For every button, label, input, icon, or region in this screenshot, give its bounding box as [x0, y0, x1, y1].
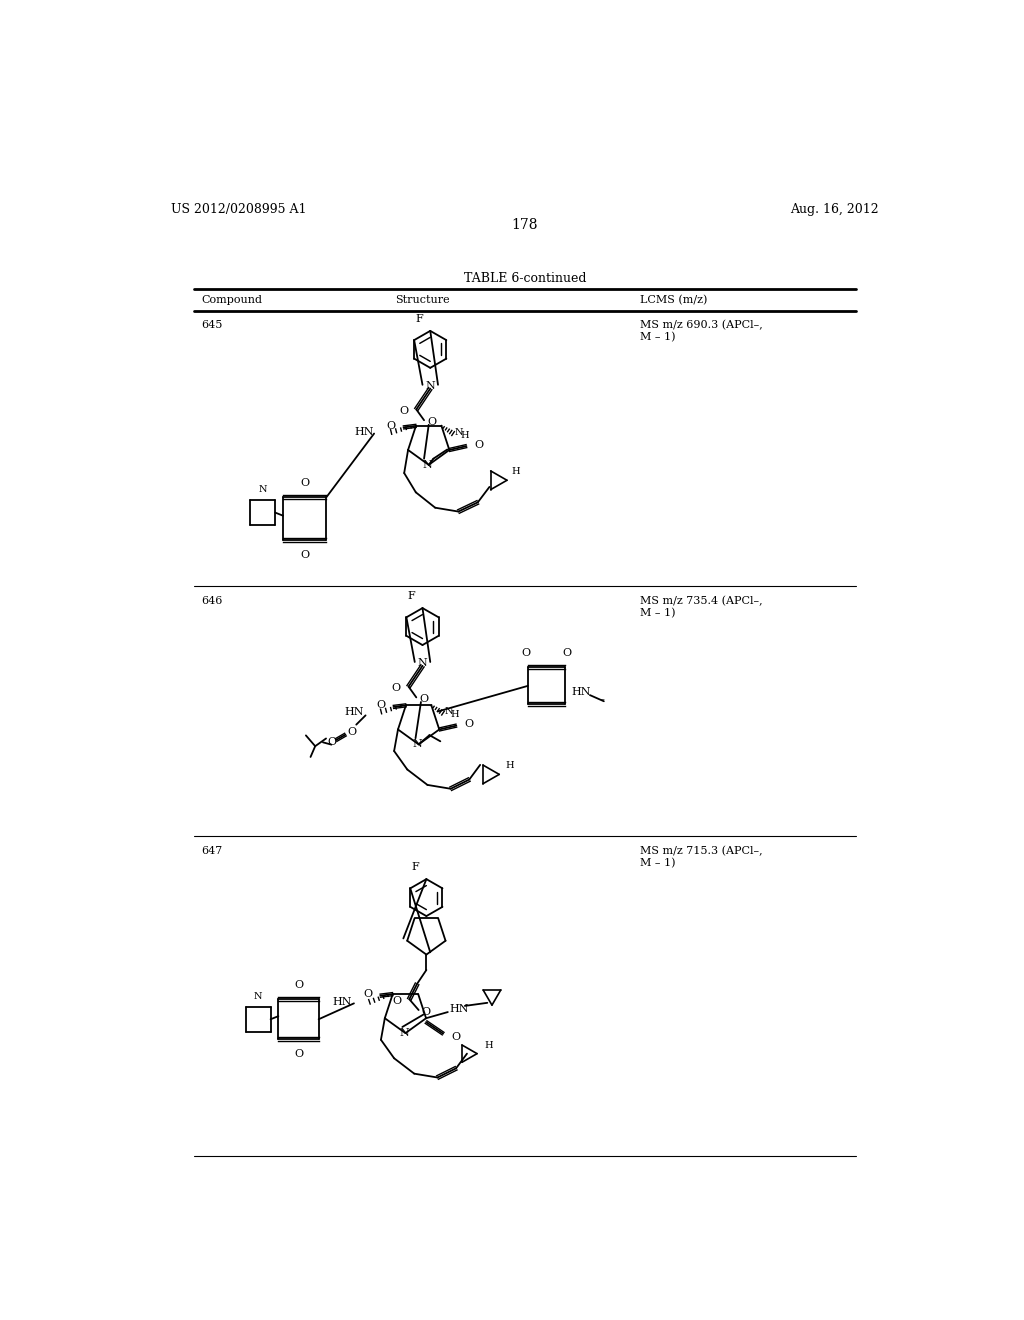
Text: N: N: [418, 657, 427, 668]
Text: 647: 647: [202, 846, 223, 855]
Text: O: O: [474, 440, 483, 450]
Text: O: O: [422, 1007, 431, 1016]
Text: O: O: [464, 719, 473, 729]
Text: F: F: [416, 314, 423, 323]
Text: 646: 646: [202, 595, 223, 606]
Text: US 2012/0208995 A1: US 2012/0208995 A1: [171, 203, 306, 216]
Text: Compound: Compound: [202, 294, 262, 305]
Text: N: N: [399, 1028, 409, 1038]
Text: N: N: [455, 428, 463, 437]
Text: H: H: [461, 430, 469, 440]
Text: O: O: [377, 701, 386, 710]
Text: O: O: [347, 727, 356, 738]
Text: O: O: [300, 549, 309, 560]
Text: MS m/z 690.3 (APCl–,
M – 1): MS m/z 690.3 (APCl–, M – 1): [640, 321, 762, 342]
Text: HN: HN: [450, 1005, 469, 1014]
Text: O: O: [300, 478, 309, 488]
Text: MS m/z 735.4 (APCl–,
M – 1): MS m/z 735.4 (APCl–, M – 1): [640, 595, 762, 618]
Text: O: O: [294, 979, 303, 990]
Text: O: O: [387, 421, 396, 430]
Text: F: F: [408, 591, 416, 601]
Text: O: O: [563, 648, 572, 659]
Text: –: –: [600, 696, 605, 704]
Text: O: O: [399, 407, 409, 416]
Text: TABLE 6-continued: TABLE 6-continued: [464, 272, 586, 285]
Text: HN: HN: [354, 426, 374, 437]
Text: H: H: [451, 710, 460, 719]
Text: N: N: [444, 708, 453, 715]
Text: N: N: [254, 991, 262, 1001]
Text: O: O: [364, 989, 373, 999]
Text: O: O: [392, 995, 401, 1006]
Text: O: O: [294, 1048, 303, 1059]
Text: H: H: [512, 466, 520, 475]
Text: O: O: [420, 694, 428, 704]
Text: O: O: [327, 737, 336, 747]
Text: H: H: [484, 1041, 493, 1051]
Text: N: N: [259, 486, 267, 494]
Text: HN: HN: [344, 706, 364, 717]
Text: N: N: [413, 739, 422, 750]
Text: O: O: [521, 648, 530, 659]
Text: 645: 645: [202, 321, 223, 330]
Text: O: O: [427, 417, 436, 426]
Text: O: O: [451, 1032, 460, 1041]
Text: H: H: [506, 760, 514, 770]
Text: N: N: [422, 459, 432, 470]
Text: LCMS (m/z): LCMS (m/z): [640, 294, 707, 305]
Text: 178: 178: [512, 218, 538, 232]
Text: HN: HN: [571, 686, 591, 697]
Text: MS m/z 715.3 (APCl–,
M – 1): MS m/z 715.3 (APCl–, M – 1): [640, 846, 762, 869]
Text: Structure: Structure: [395, 294, 450, 305]
Text: N: N: [425, 380, 435, 391]
Text: F: F: [412, 862, 420, 873]
Text: Aug. 16, 2012: Aug. 16, 2012: [791, 203, 879, 216]
Text: HN: HN: [333, 997, 352, 1007]
Text: O: O: [391, 684, 400, 693]
